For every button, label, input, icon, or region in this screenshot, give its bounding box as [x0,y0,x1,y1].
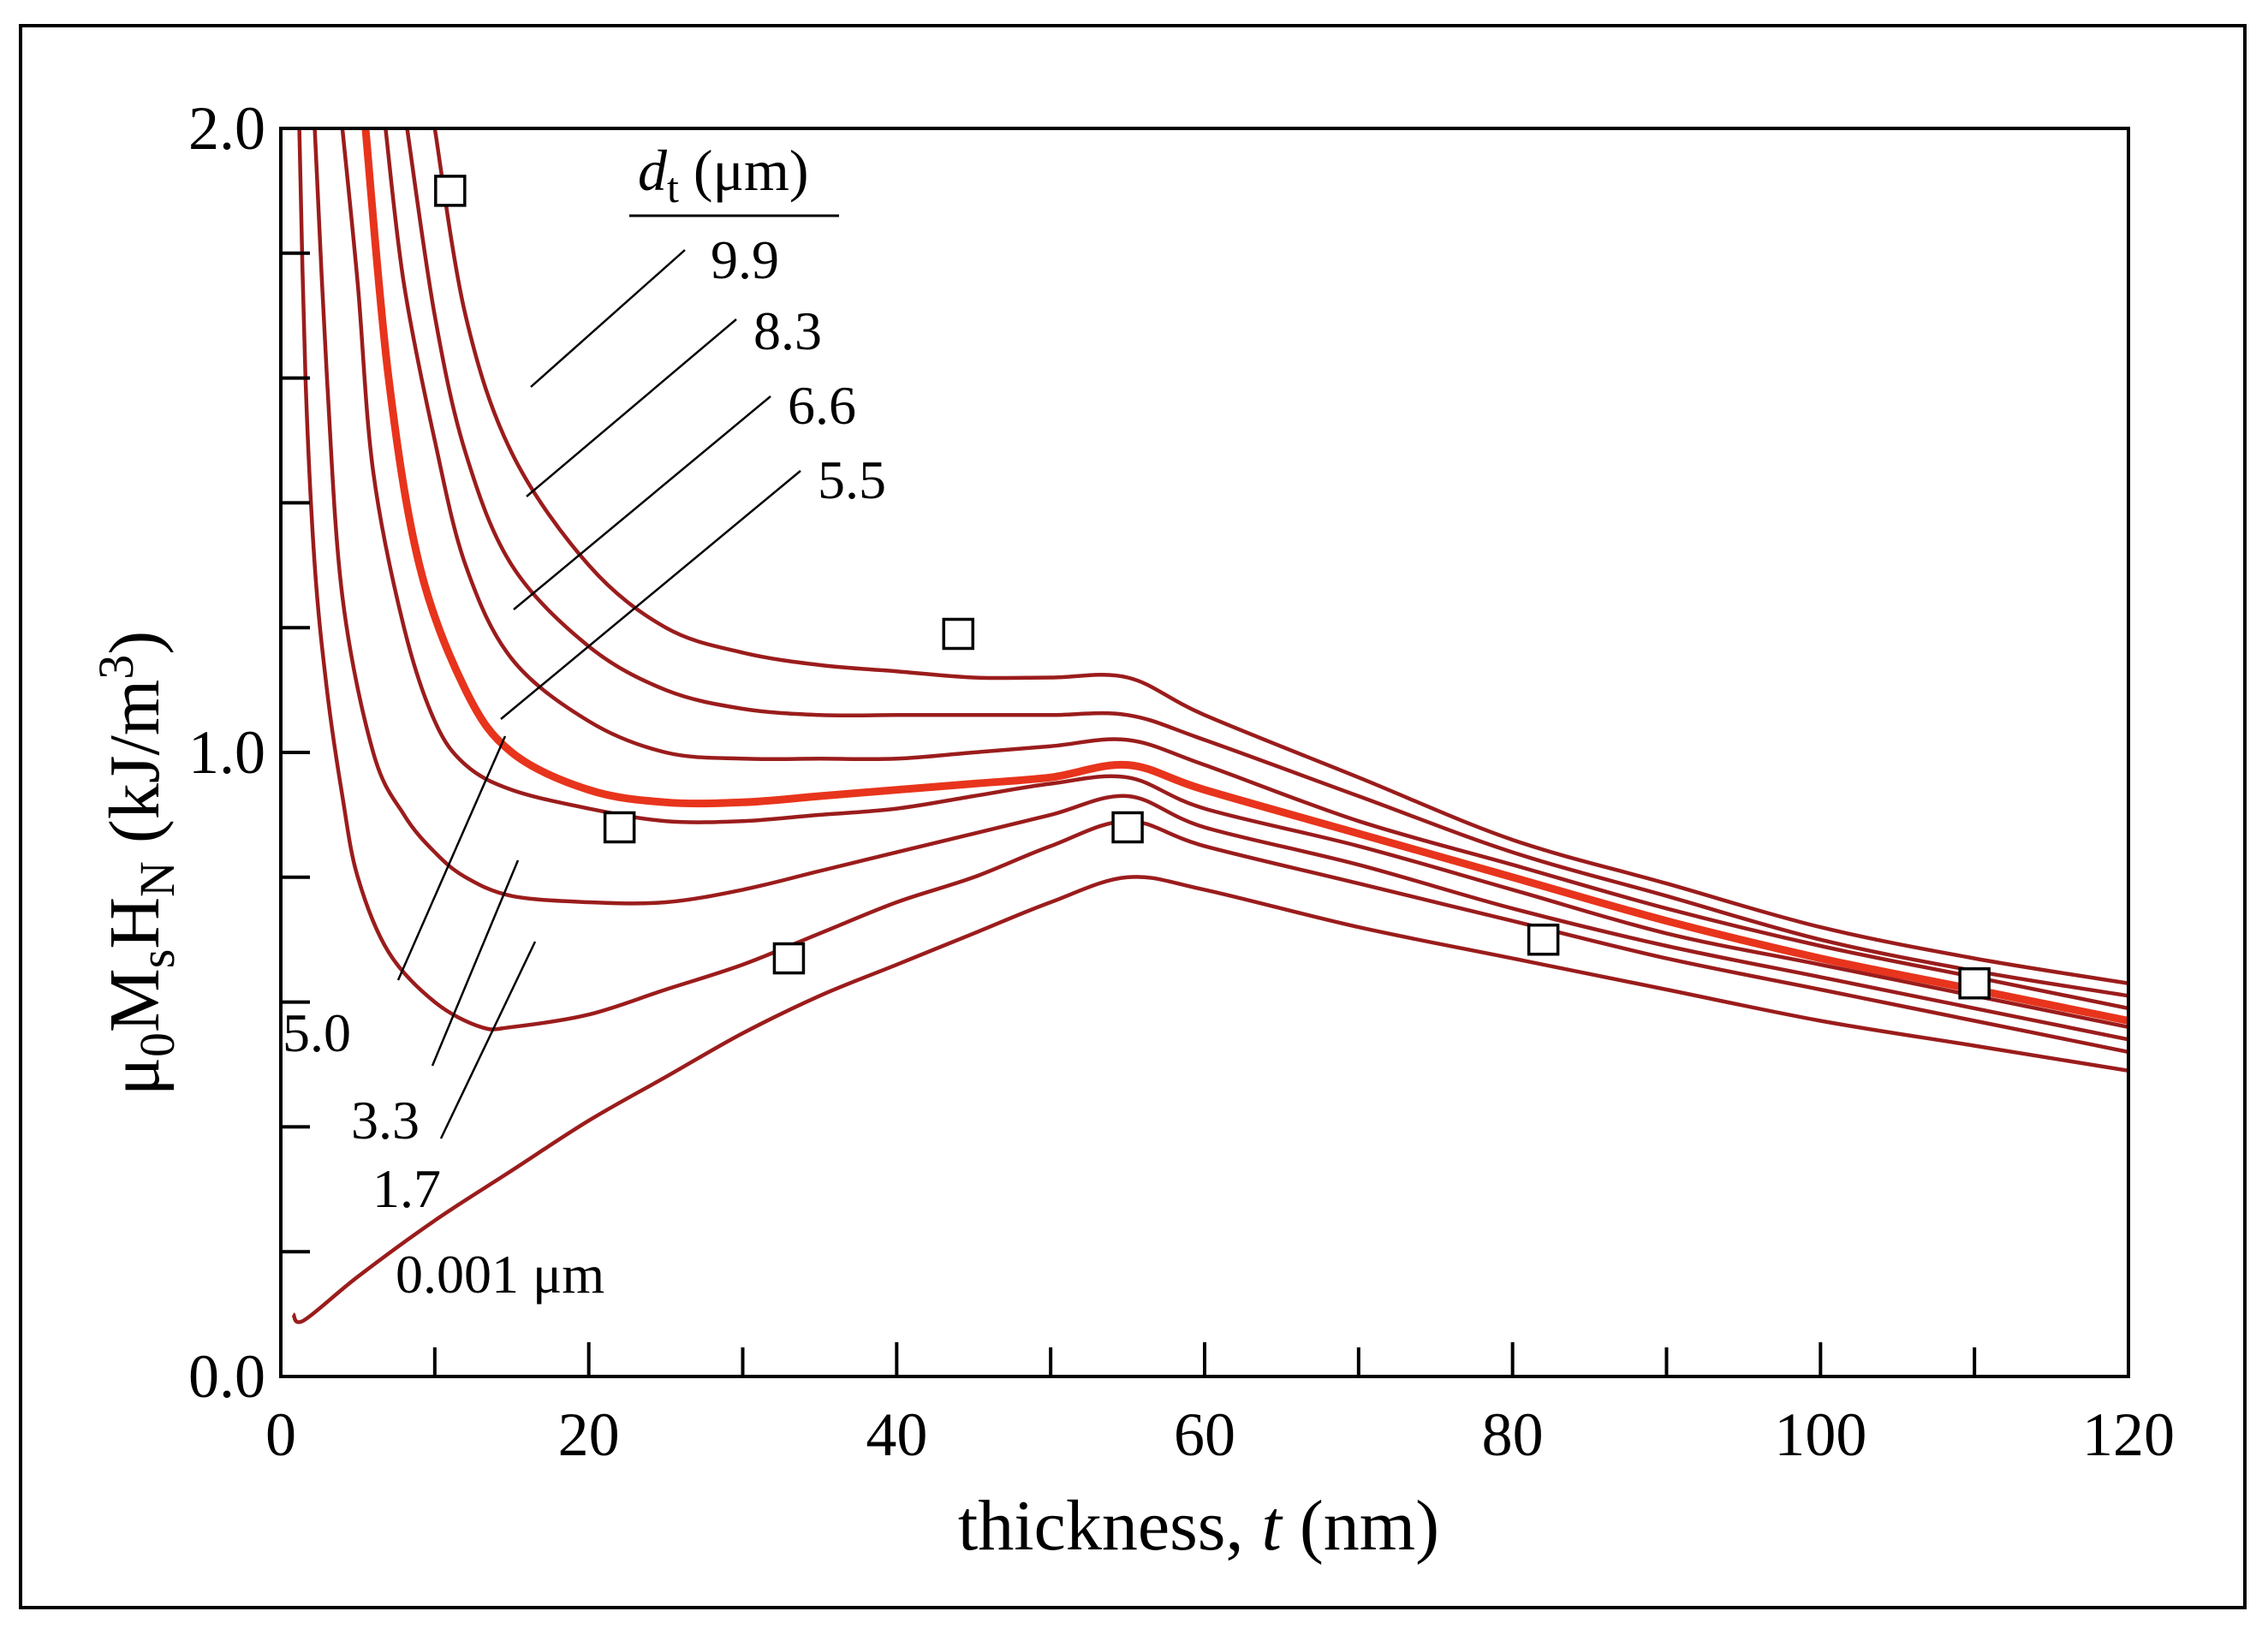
data-point-marker [942,617,975,651]
leader-line [439,941,537,1139]
data-point-marker [603,811,636,844]
curve-label: 5.0 [283,1002,351,1063]
data-point-marker [1111,811,1144,844]
curves-group [291,128,2128,1324]
curve-label: 0.001 μm [396,1244,604,1305]
x-tick-label: 100 [1774,1400,1866,1469]
data-point-marker [772,942,806,975]
series-line-6-6 [384,128,2128,1011]
curve-label: 6.6 [788,375,856,436]
x-axis-title: thickness, t (nm) [958,1486,1439,1566]
series-line-5-0 [340,128,2128,1030]
x-tick-label: 80 [1482,1400,1544,1469]
series-line-8-3 [405,128,2128,998]
curve-label: 9.9 [711,229,779,290]
leader-lines-group [396,249,801,1139]
x-tick-label: 20 [558,1400,620,1469]
labels-group: 0 20 40 60 80 100 120 0.0 1.0 2.0 9.9 8.3 6.6 5.5 5.03… [188,94,2175,1469]
y-tick-label: 0.0 [188,1342,265,1411]
x-tick-label: 120 [2082,1400,2175,1469]
leader-line [500,470,801,720]
plot-area-border [279,127,2130,1378]
data-point-marker [1958,966,1991,1000]
y-axis-title: μ0MsHN (kJ/m3) [88,631,185,1096]
leader-line [513,395,771,610]
x-tick-label: 0 [265,1400,296,1469]
series-line-9-9 [432,128,2128,985]
series-line-5-5 [361,128,2128,1025]
leader-line [530,249,686,388]
leader-line [526,318,737,497]
series-line-0-001-m [291,875,2128,1324]
axes-group [279,127,2130,1378]
y-tick-label: 1.0 [188,718,265,787]
leader-line [431,859,520,1067]
data-point-marker [1527,923,1560,956]
curve-label: 1.7 [372,1158,441,1219]
curve-label: 8.3 [753,300,822,361]
series-line-1-7 [297,128,2128,1055]
legend-title: dt (μm) [638,138,809,211]
y-tick-label: 2.0 [188,94,265,163]
data-point-marker [434,175,467,207]
markers-group [434,175,1991,1000]
curve-label: 5.5 [818,449,886,510]
curve-label: 3.3 [351,1090,420,1150]
leader-line [396,735,507,981]
x-tick-label: 40 [866,1400,927,1469]
x-tick-label: 60 [1174,1400,1235,1469]
series-line-3-3 [313,128,2128,1042]
